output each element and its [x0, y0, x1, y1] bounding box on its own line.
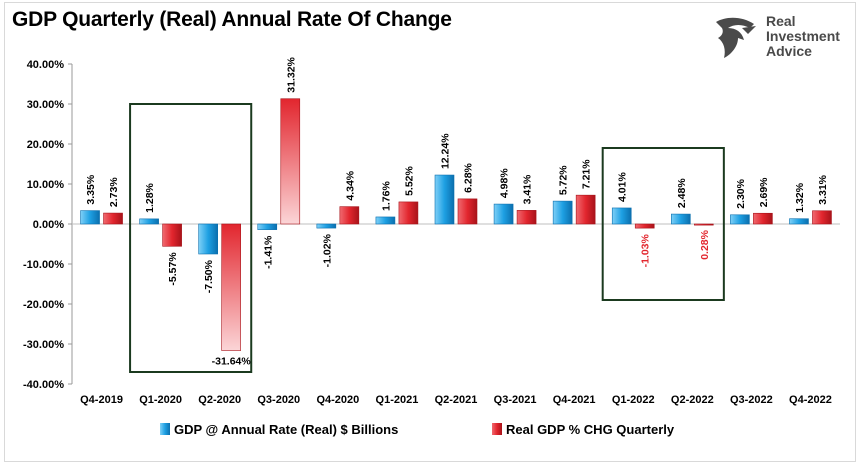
bar: [257, 223, 278, 230]
legend-label-gdp: GDP @ Annual Rate (Real) $ Billions: [174, 422, 398, 437]
logo-line-3: Advice: [766, 43, 812, 59]
y-tick-label: 10.00%: [27, 179, 65, 191]
x-tick-label: Q4-2022: [789, 394, 832, 406]
data-label: -1.03%: [640, 233, 652, 267]
y-tick-label: 40.00%: [27, 59, 65, 71]
logo-line-1: Real: [766, 13, 796, 29]
y-tick-label: -30.00%: [23, 339, 64, 351]
x-tick-label: Q3-2020: [257, 394, 300, 406]
data-label: 2.73%: [108, 177, 120, 207]
x-tick-label: Q4-2019: [80, 394, 123, 406]
x-tick-label: Q1-2021: [376, 394, 419, 406]
data-label: 5.72%: [558, 165, 570, 195]
chart-title: GDP Quarterly (Real) Annual Rate Of Chan…: [12, 8, 452, 31]
bar: [398, 201, 419, 225]
data-label: 4.01%: [617, 172, 629, 202]
chart-frame: [4, 2, 856, 462]
bar: [457, 198, 478, 225]
data-label: -31.64%: [212, 356, 252, 368]
data-label: 1.32%: [794, 182, 806, 212]
x-tick-label: Q3-2021: [494, 394, 537, 406]
bar: [103, 212, 123, 225]
data-label: 3.41%: [522, 174, 534, 204]
bar: [80, 210, 100, 225]
bar: [339, 206, 360, 225]
x-tick-label: Q2-2021: [435, 394, 478, 406]
data-label: -1.02%: [321, 233, 333, 267]
x-tick-label: Q2-2022: [671, 394, 714, 406]
bar: [375, 216, 396, 225]
eagle-head-icon: [716, 17, 756, 58]
y-tick-label: 0.00%: [33, 219, 64, 231]
data-label: 2.30%: [735, 178, 747, 208]
logo: Real Investment Advice: [712, 14, 852, 60]
legend: GDP @ Annual Rate (Real) $ Billions Real …: [160, 422, 675, 437]
bar: [611, 207, 632, 225]
bar: [575, 194, 596, 225]
y-tick-label: 20.00%: [27, 139, 65, 151]
x-tick-label: Q4-2021: [553, 394, 596, 406]
highlight-box: [129, 103, 253, 373]
x-tick-label: Q1-2022: [612, 394, 655, 406]
bar: [634, 223, 655, 229]
data-label: 5.52%: [403, 165, 415, 195]
data-label: 2.69%: [758, 177, 770, 207]
logo-line-2: Investment: [766, 28, 840, 44]
bar: [694, 223, 714, 226]
bar: [516, 210, 537, 225]
data-label: 1.76%: [380, 181, 392, 211]
highlight-box: [601, 147, 725, 301]
bar: [753, 212, 773, 225]
data-label: 31.32%: [285, 56, 297, 92]
bar: [812, 210, 832, 225]
y-tick-label: -10.00%: [23, 259, 64, 271]
bar: [434, 174, 455, 225]
bars: [80, 98, 832, 351]
data-label: 3.31%: [817, 174, 829, 204]
highlight-boxes: [129, 103, 725, 373]
legend-swatch-gdp: [160, 423, 170, 435]
bar: [221, 223, 241, 351]
y-tick-label: -20.00%: [23, 299, 64, 311]
data-label: 7.21%: [581, 159, 593, 189]
legend-label-real-gdp: Real GDP % CHG Quarterly: [506, 422, 675, 437]
x-tick-label: Q3-2022: [730, 394, 773, 406]
y-tick-label: -40.00%: [23, 379, 64, 391]
data-label: 12.24%: [440, 133, 452, 169]
bar: [493, 203, 514, 225]
data-label: 0.28%: [699, 229, 711, 259]
data-label: 4.34%: [344, 170, 356, 200]
bar: [552, 200, 573, 225]
data-label: 2.48%: [676, 178, 688, 208]
bar: [139, 218, 159, 225]
legend-swatch-real-gdp: [492, 423, 502, 435]
axes: -40.00% -30.00% -20.00% -10.00% 0.00% 10.00% 2…: [23, 59, 840, 406]
bar: [789, 218, 809, 225]
x-tick-label: Q2-2020: [198, 394, 241, 406]
bar: [730, 214, 750, 225]
bar: [198, 223, 218, 255]
data-labels: 3.35% 1.28% -7.50% -1.41% -1.02% 1.76% 12.24% 4…: [85, 56, 829, 367]
y-tick-label: 30.00%: [27, 99, 65, 111]
logo-text: Real Investment Advice: [766, 14, 840, 59]
data-label: 6.28%: [463, 162, 475, 192]
data-label: -5.57%: [167, 252, 179, 286]
bar: [162, 223, 182, 247]
bar: [316, 223, 337, 229]
bar: [671, 213, 691, 225]
bar: [280, 98, 301, 225]
data-label: -1.41%: [262, 235, 274, 269]
x-tick-label: Q1-2020: [139, 394, 182, 406]
data-label: -7.50%: [203, 259, 215, 293]
x-tick-label: Q4-2020: [316, 394, 359, 406]
data-label: 3.35%: [85, 174, 97, 204]
data-label: 4.98%: [499, 168, 511, 198]
data-label: 1.28%: [144, 182, 156, 212]
